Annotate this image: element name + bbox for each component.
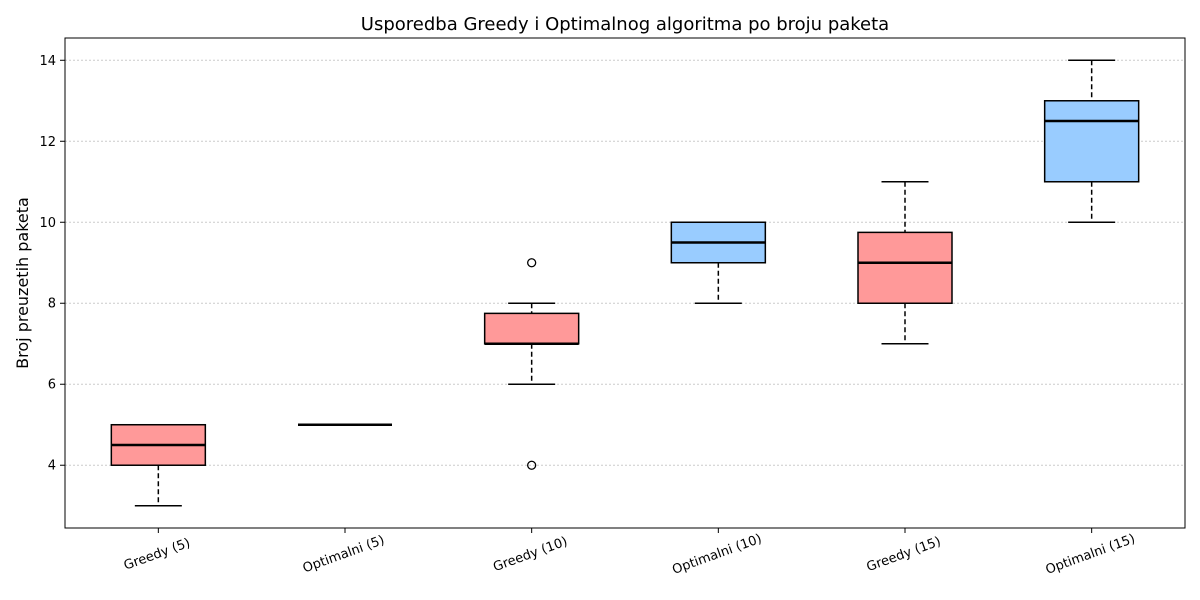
box-iqr: [1043, 100, 1140, 183]
y-tick-label: 14: [39, 54, 56, 69]
x-category-label: Greedy (15): [865, 534, 943, 575]
chart-title: Usporedba Greedy i Optimalnog algoritma …: [361, 14, 889, 35]
y-tick-label: 12: [39, 135, 56, 150]
x-category-label: Optimalni (10): [670, 532, 764, 578]
box-iqr: [483, 312, 580, 345]
plot-frame: [64, 37, 1186, 529]
x-category-label: Optimalni (15): [1044, 532, 1138, 578]
boxes-layer: [110, 59, 1140, 507]
outlier-point: [527, 460, 537, 470]
y-tick-label: 8: [48, 297, 56, 312]
grid-layer: [65, 59, 1185, 466]
box-iqr: [857, 231, 953, 304]
y-axis-ticks: 4 6 8 10 12 14: [39, 54, 65, 474]
box-group: [857, 181, 953, 345]
y-axis-label: Broj preuzetih paketa: [13, 197, 32, 369]
y-tick-label: 10: [39, 216, 56, 231]
x-axis-ticks: Greedy (5) Optimalni (5) Greedy (10) Optima…: [122, 528, 1137, 578]
y-tick-label: 4: [48, 459, 56, 474]
x-category-label: Optimalni (5): [301, 533, 387, 576]
x-category-label: Greedy (5): [122, 536, 193, 574]
x-category-label: Greedy (10): [491, 534, 569, 575]
outlier-point: [527, 258, 537, 268]
box-group: [483, 258, 580, 470]
box-group: [110, 423, 207, 507]
box-group: [670, 221, 767, 304]
y-tick-label: 6: [48, 378, 56, 393]
box-group: [1043, 59, 1140, 224]
